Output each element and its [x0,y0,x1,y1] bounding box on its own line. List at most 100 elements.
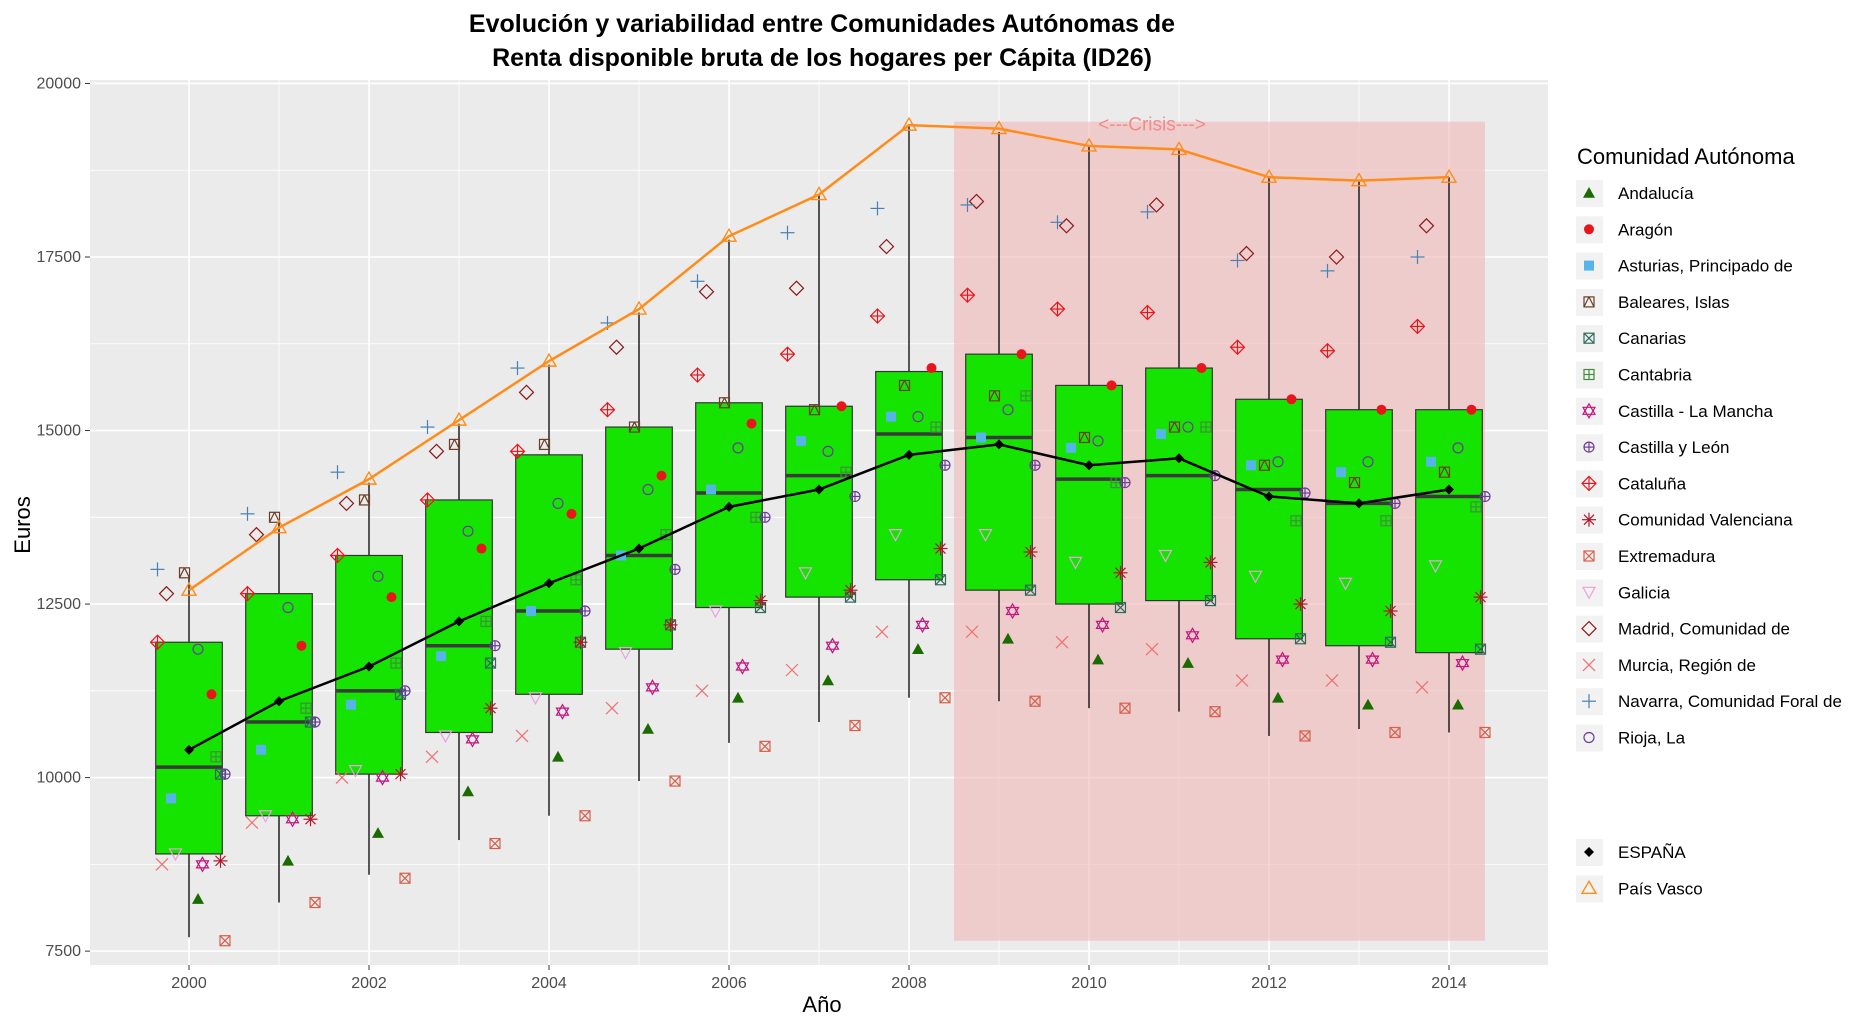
point-0-2001 [282,854,294,866]
point-9-2000 [213,853,228,868]
point-12-2012 [1238,245,1255,262]
legend-label: Aragón [1618,220,1673,239]
point-7-2006 [759,511,771,523]
point-1-2008 [926,363,937,374]
pais-vasco-point-2000 [180,581,198,596]
legend-key [1576,397,1603,425]
legend-symbol-4 [1583,332,1595,344]
point-5-2013 [1380,515,1392,527]
legend: Comunidad Autónoma Andalucía Aragón Asturi… [1576,144,1842,903]
legend-key [1576,724,1603,752]
pais-vasco-point-2002 [360,470,378,485]
point-10-2005 [669,775,681,787]
y-axis-title: Euros [10,496,35,553]
region-points [149,193,1491,947]
point-0-2007 [822,674,834,686]
x-tick-label: 2010 [1071,975,1107,992]
point-1-2004 [566,508,577,519]
y-tick-label: 15000 [37,423,82,440]
box [965,353,1033,591]
point-7-2000 [219,768,231,780]
boxplot-2010 [1055,145,1123,709]
point-12-2004 [518,384,535,401]
point-10-2004 [579,810,591,822]
point-11-2003 [438,730,453,744]
point-8-2006 [689,367,706,383]
legend-label: Asturias, Principado de [1618,257,1793,276]
point-14-2000 [150,562,165,577]
point-8-2002 [329,547,346,564]
legend-key [1576,579,1603,607]
point-6-2010 [1095,616,1110,634]
point-3-2013 [1348,476,1361,489]
x-tick-label: 2012 [1251,975,1287,992]
point-9-2011 [1203,555,1218,570]
point-7-2003 [489,640,501,652]
point-14-2006 [690,274,705,289]
point-15-2007 [822,445,834,457]
point-8-2000 [149,634,166,651]
point-2-2006 [706,484,716,495]
point-13-2014 [1415,680,1429,694]
legend-symbol-7 [1583,441,1595,453]
point-7-2002 [399,685,411,697]
point-3-2008 [898,379,911,392]
legend-title: Comunidad Autónoma [1577,144,1795,169]
point-6-2008 [915,616,930,634]
point-11-2006 [708,605,723,619]
point-10-2012 [1299,730,1311,742]
point-10-2003 [489,837,501,850]
point-13-2006 [695,684,709,698]
point-10-2013 [1389,726,1401,739]
point-8-2011 [1139,304,1156,321]
legend-label: Galicia [1618,583,1671,602]
point-5-2004 [570,574,582,586]
point-2-2009 [976,432,986,443]
box [1235,398,1303,640]
point-9-2007 [843,583,858,598]
point-13-2000 [155,857,169,871]
legend-label: Canarias [1618,329,1686,348]
box [1145,367,1213,602]
point-12-2009 [968,193,985,210]
y-tick-label: 20000 [37,75,82,92]
point-8-2003 [419,492,436,508]
point-15-2000 [192,643,204,655]
point-9-2003 [483,701,498,716]
point-15-2008 [912,411,924,423]
point-9-2002 [393,767,408,782]
point-3-2005 [628,421,641,433]
point-1-2000 [206,689,217,700]
point-10-2010 [1119,702,1131,714]
espana-point-2010 [1084,460,1094,471]
point-7-2014 [1479,490,1491,503]
point-14-2007 [780,225,795,240]
point-12-2001 [248,526,265,543]
point-13-2004 [515,729,529,743]
point-1-2006 [746,418,757,429]
legend-symbol-6 [1581,402,1597,420]
point-15-2001 [282,601,294,614]
point-6-2011 [1185,627,1200,644]
point-9-2013 [1383,604,1398,618]
point-10-2007 [849,719,861,732]
point-9-2012 [1293,597,1308,612]
espana-point-2011 [1174,453,1184,464]
point-11-2012 [1248,570,1263,584]
point-10-2011 [1209,706,1221,718]
x-tick-label: 2014 [1431,975,1467,992]
point-14-2002 [330,465,345,480]
point-13-2010 [1055,635,1069,649]
point-4-2010 [1114,601,1127,614]
point-15-2013 [1362,456,1374,468]
espana-point-2004 [544,578,554,589]
point-5-2009 [1020,390,1032,402]
legend-symbol-10 [1583,550,1595,562]
espana-point-2009 [994,439,1004,450]
point-5-2008 [930,421,942,433]
point-1-2011 [1196,363,1207,374]
point-0-2010 [1092,653,1104,665]
y-tick-label: 10000 [37,770,82,787]
point-11-2009 [978,529,993,542]
